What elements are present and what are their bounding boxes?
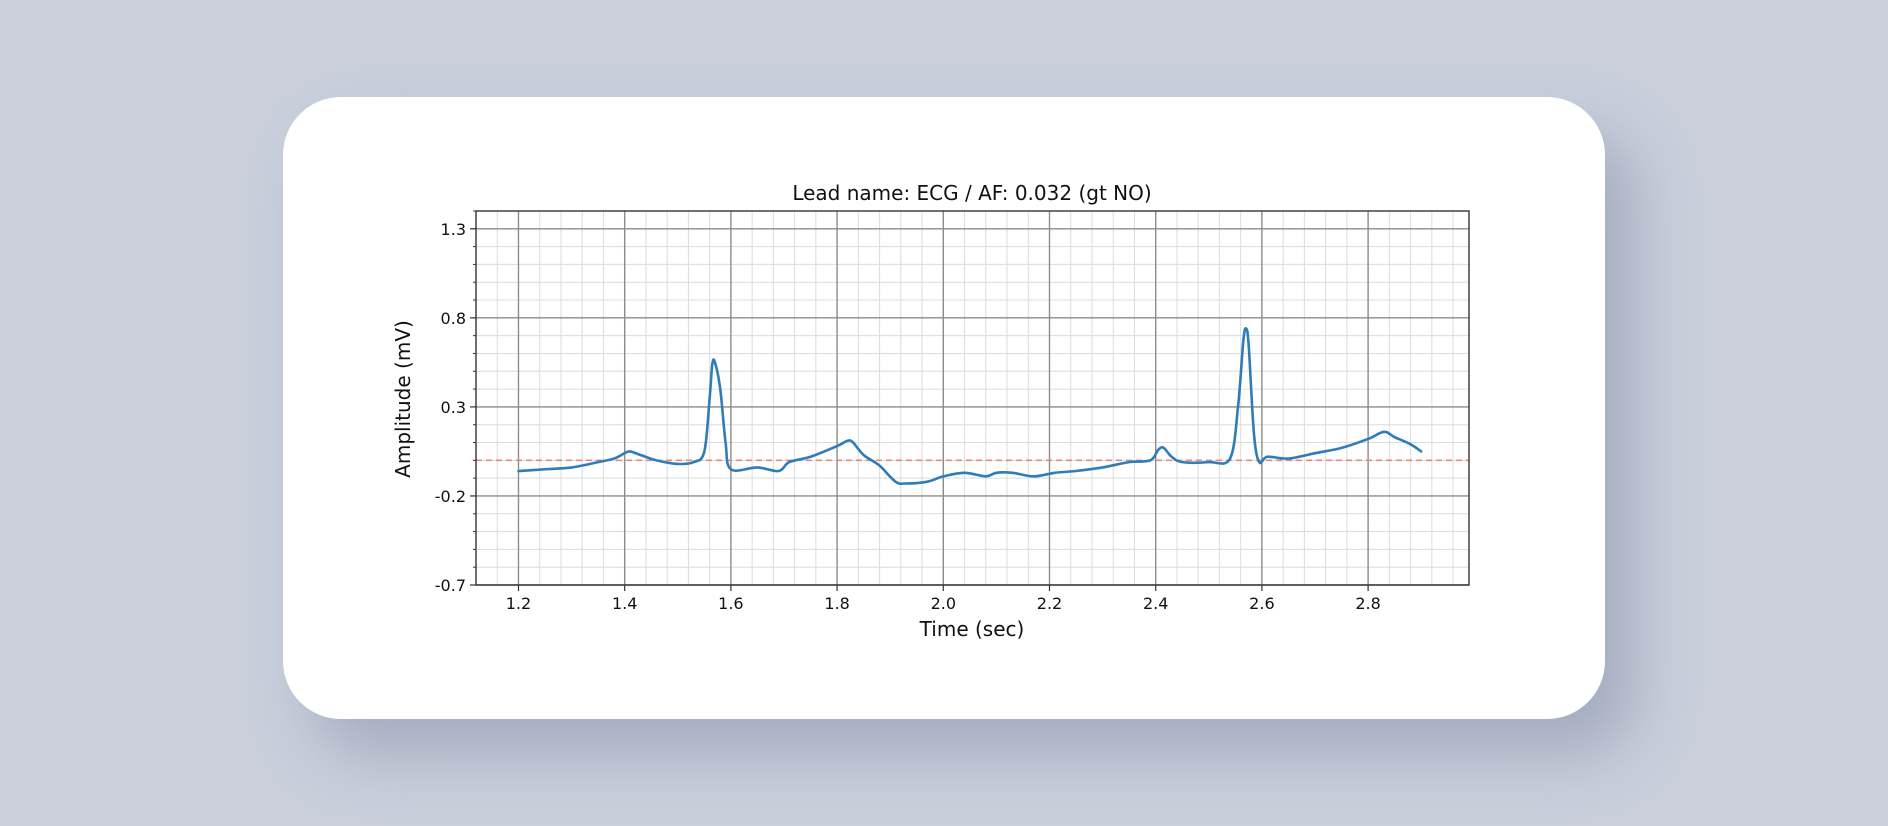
x-tick-label: 1.4 xyxy=(612,594,637,613)
y-tick-label: 0.3 xyxy=(441,398,466,417)
x-tick-label: 1.6 xyxy=(718,594,743,613)
y-tick-label: -0.7 xyxy=(435,576,466,595)
y-axis-ticks: 1.3 0.8 0.3 -0.2 -0.7 xyxy=(435,210,476,595)
ecg-series-line xyxy=(517,327,1423,486)
axes-frame xyxy=(475,210,1470,586)
chart-title: Lead name: ECG / AF: 0.032 (gt NO) xyxy=(792,181,1151,205)
x-axis-label: Time (sec) xyxy=(919,617,1025,641)
series-group xyxy=(517,327,1423,486)
chart-card: 1.2 1.4 1.6 1.8 2.0 2.2 2.4 2.6 2.8 1.3 0.8 0.3 -0.… xyxy=(283,97,1605,719)
y-axis-label: Amplitude (mV) xyxy=(391,320,415,478)
x-axis-ticks: 1.2 1.4 1.6 1.8 2.0 2.2 2.4 2.6 2.8 xyxy=(506,585,1381,613)
x-tick-label: 2.6 xyxy=(1249,594,1274,613)
y-tick-label: -0.2 xyxy=(435,487,466,506)
ecg-chart: 1.2 1.4 1.6 1.8 2.0 2.2 2.4 2.6 2.8 1.3 0.8 0.3 -0.… xyxy=(391,181,1470,641)
y-tick-label: 0.8 xyxy=(441,309,466,328)
x-tick-label: 1.2 xyxy=(506,594,531,613)
x-tick-label: 2.4 xyxy=(1143,594,1168,613)
x-tick-label: 1.8 xyxy=(824,594,849,613)
x-tick-label: 2.8 xyxy=(1355,594,1380,613)
y-tick-label: 1.3 xyxy=(441,220,466,239)
x-tick-label: 2.2 xyxy=(1037,594,1062,613)
plot-area-border xyxy=(475,210,1470,586)
major-grid xyxy=(476,211,1469,586)
x-tick-label: 2.0 xyxy=(931,594,956,613)
